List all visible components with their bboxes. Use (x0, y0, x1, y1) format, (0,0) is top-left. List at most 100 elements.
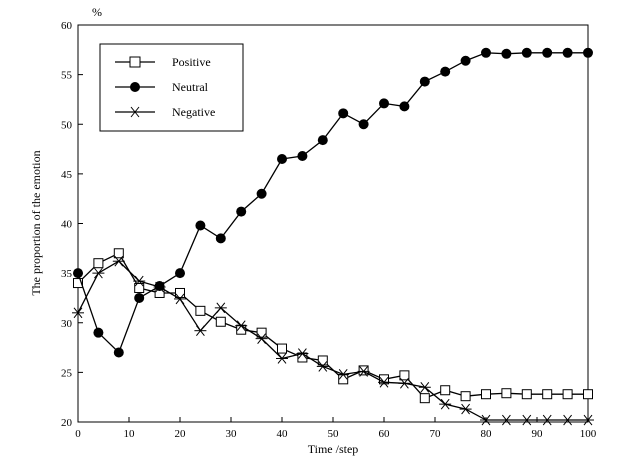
legend-item-negative: Negative (115, 105, 215, 119)
series-negative (72, 255, 594, 426)
y-axis-label: The proportion of the emotion (29, 150, 43, 295)
y-tick-label: 50 (61, 119, 73, 131)
x-tick-label: 0 (75, 428, 81, 440)
data-point-neutral (399, 101, 410, 112)
legend: Positive Neutral Negative (99, 43, 244, 132)
x-tick-label: 10 (124, 428, 136, 440)
data-point-positive (93, 258, 104, 269)
x-tick-label: 50 (328, 428, 340, 440)
legend-label-negative: Negative (172, 105, 215, 119)
data-point-negative (337, 369, 350, 380)
data-point-neutral (297, 151, 308, 162)
data-point-positive (399, 370, 410, 381)
data-point-neutral (338, 108, 349, 119)
data-point-positive (460, 391, 471, 402)
data-point-positive (481, 389, 491, 400)
data-point-negative (316, 361, 329, 372)
data-point-neutral (175, 268, 185, 279)
data-point-neutral (134, 292, 145, 303)
x-tick-label: 20 (175, 428, 187, 440)
data-point-negative (133, 275, 146, 287)
data-point-positive (317, 355, 328, 366)
filled-circle-marker (130, 82, 140, 92)
series-line-negative (77, 260, 588, 421)
data-point-negative (398, 377, 411, 389)
x-tick-label: 40 (277, 428, 289, 440)
data-point-positive (583, 389, 593, 400)
data-point-neutral (542, 47, 553, 58)
data-point-positive (440, 385, 451, 396)
data-point-positive (419, 393, 430, 404)
data-point-neutral (195, 220, 206, 231)
data-point-neutral (317, 135, 328, 146)
data-point-negative (255, 333, 268, 344)
data-point-positive (542, 389, 553, 400)
data-point-neutral (521, 47, 532, 58)
data-point-neutral (501, 48, 512, 59)
data-point-neutral (256, 188, 267, 199)
data-point-negative (153, 281, 166, 293)
data-point-neutral (460, 55, 471, 66)
asterisk-marker (129, 106, 141, 118)
legend-label-positive: Positive (172, 55, 211, 69)
data-point-positive (338, 374, 349, 385)
y-tick-label: 40 (61, 219, 73, 231)
series-positive (73, 248, 593, 404)
y-tick-label: 60 (61, 20, 73, 32)
data-point-negative (194, 325, 207, 337)
data-point-negative (418, 381, 431, 393)
data-point-neutral (379, 98, 389, 109)
data-point-positive (175, 287, 185, 298)
y-tick-label: 20 (61, 417, 73, 429)
data-point-negative (276, 353, 288, 364)
data-point-negative (459, 403, 472, 415)
open-square-marker (129, 56, 141, 68)
series-line-positive (77, 252, 588, 399)
y-tick-label: 25 (61, 367, 73, 379)
y-tick-label: 35 (61, 268, 73, 280)
data-point-negative (582, 414, 594, 426)
data-point-positive (501, 388, 512, 399)
legend-label-neutral: Neutral (172, 80, 209, 94)
data-point-negative (561, 414, 574, 426)
data-point-positive (195, 305, 206, 316)
y-tick-label: 55 (61, 70, 73, 82)
data-point-positive (73, 278, 83, 289)
data-point-positive (277, 343, 287, 354)
data-point-neutral (73, 268, 83, 279)
data-point-neutral (113, 347, 124, 358)
series-layer (72, 47, 594, 426)
x-tick-label: 80 (481, 428, 493, 440)
data-point-negative (92, 267, 105, 279)
data-point-negative (541, 414, 554, 426)
x-tick-label: 70 (430, 428, 442, 440)
data-point-negative (480, 414, 492, 426)
data-point-negative (72, 307, 84, 319)
data-point-negative (378, 376, 390, 388)
data-point-neutral (481, 47, 491, 58)
x-tick-label: 60 (379, 428, 391, 440)
data-point-negative (439, 398, 452, 410)
data-point-neutral (440, 66, 451, 77)
x-axis-label: Time /step (308, 442, 359, 456)
data-point-neutral (358, 119, 369, 130)
data-point-neutral (215, 233, 226, 244)
legend-item-neutral: Neutral (115, 80, 209, 94)
data-point-negative (357, 366, 370, 377)
x-tick-label: 100 (580, 428, 597, 440)
data-point-positive (113, 248, 124, 259)
data-point-positive (256, 327, 267, 338)
x-tick-label: 90 (532, 428, 544, 440)
x-tick-label: 30 (226, 428, 238, 440)
data-point-positive (358, 365, 369, 376)
legend-item-positive: Positive (115, 55, 211, 69)
data-point-positive (521, 389, 532, 400)
data-point-negative (520, 414, 533, 426)
data-point-neutral (562, 47, 573, 58)
data-point-negative (112, 255, 125, 267)
data-point-positive (215, 316, 226, 327)
data-point-negative (174, 293, 186, 305)
data-point-negative (214, 302, 227, 314)
data-point-neutral (277, 153, 287, 164)
